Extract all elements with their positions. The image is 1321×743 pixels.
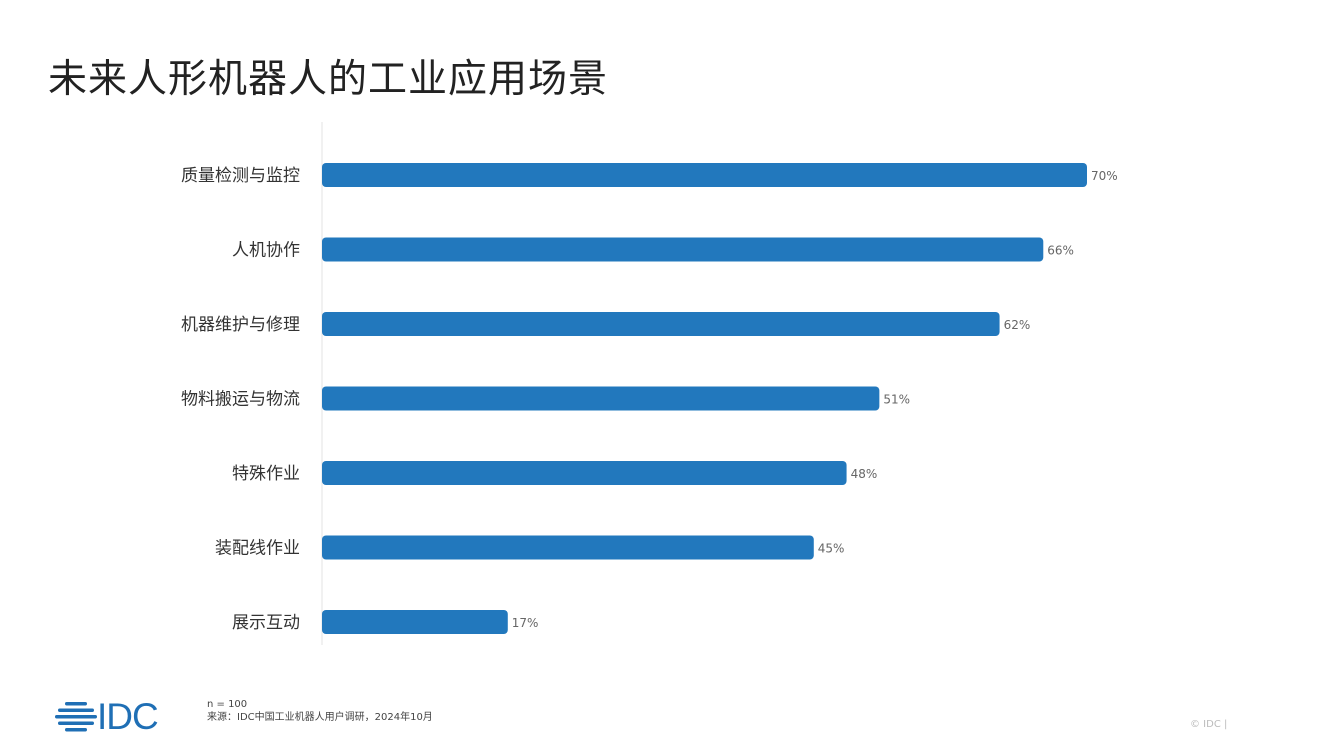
sample-size: n = 100 (207, 699, 248, 710)
globe-logo-icon (55, 701, 97, 731)
source-note: 来源：IDC中国工业机器人用户调研，2024年10月 (207, 712, 433, 723)
bar (322, 237, 1044, 262)
category-label: 装配线作业 (215, 539, 300, 559)
value-label: 17% (512, 616, 539, 630)
page-title: 未来人形机器人的工业应用场景 (48, 57, 609, 102)
bar (322, 535, 814, 560)
category-label: 特殊作业 (232, 464, 300, 484)
bar (322, 312, 1000, 336)
value-label: 70% (1091, 169, 1118, 183)
bar (322, 386, 880, 411)
category-label: 物料搬运与物流 (181, 390, 300, 410)
bar (322, 461, 847, 485)
category-label: 质量检测与监控 (181, 166, 300, 186)
value-label: 51% (883, 393, 910, 407)
value-label: 45% (818, 542, 845, 556)
value-label: 62% (1004, 318, 1031, 332)
category-label: 机器维护与修理 (181, 315, 300, 335)
value-label: 48% (851, 467, 878, 481)
footnotes: n = 100 来源：IDC中国工业机器人用户调研，2024年10月 (207, 698, 433, 724)
bar (322, 610, 508, 634)
category-label: 人机协作 (232, 241, 300, 261)
bar (322, 163, 1087, 187)
copyright: © IDC | (1190, 719, 1228, 730)
logo-text: IDC (97, 696, 159, 737)
value-label: 66% (1047, 244, 1074, 258)
category-label: 展示互动 (232, 613, 300, 633)
idc-logo: IDC (55, 696, 159, 737)
